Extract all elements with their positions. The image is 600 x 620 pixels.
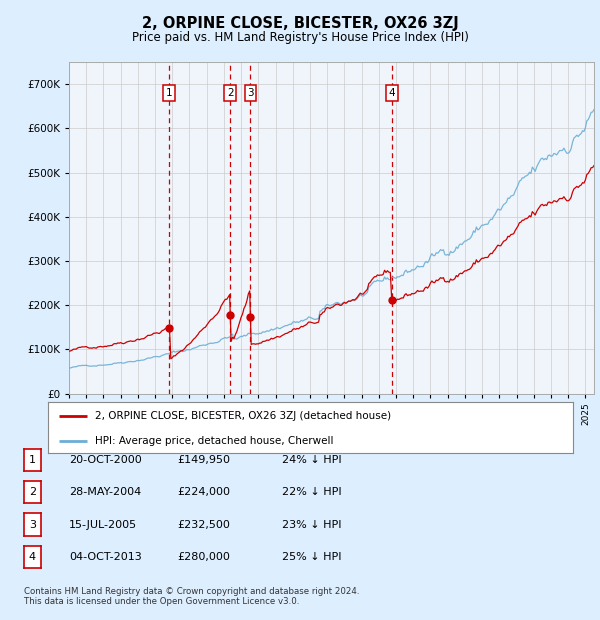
- Text: 3: 3: [29, 520, 36, 529]
- Text: £280,000: £280,000: [177, 552, 230, 562]
- Text: £224,000: £224,000: [177, 487, 230, 497]
- Text: 23% ↓ HPI: 23% ↓ HPI: [282, 520, 341, 529]
- Text: 2, ORPINE CLOSE, BICESTER, OX26 3ZJ: 2, ORPINE CLOSE, BICESTER, OX26 3ZJ: [142, 16, 458, 31]
- Text: 2, ORPINE CLOSE, BICESTER, OX26 3ZJ (detached house): 2, ORPINE CLOSE, BICESTER, OX26 3ZJ (det…: [95, 411, 391, 421]
- Text: £149,950: £149,950: [177, 455, 230, 465]
- Text: 2: 2: [29, 487, 36, 497]
- Text: 28-MAY-2004: 28-MAY-2004: [69, 487, 141, 497]
- Text: 24% ↓ HPI: 24% ↓ HPI: [282, 455, 341, 465]
- Text: 1: 1: [29, 455, 36, 465]
- Text: 04-OCT-2013: 04-OCT-2013: [69, 552, 142, 562]
- Text: £232,500: £232,500: [177, 520, 230, 529]
- Text: 25% ↓ HPI: 25% ↓ HPI: [282, 552, 341, 562]
- Text: 4: 4: [388, 88, 395, 98]
- Bar: [69, 62, 594, 394]
- Text: 2: 2: [227, 88, 233, 98]
- Text: Contains HM Land Registry data © Crown copyright and database right 2024.
This d: Contains HM Land Registry data © Crown c…: [24, 587, 359, 606]
- Text: 3: 3: [247, 88, 254, 98]
- Text: 22% ↓ HPI: 22% ↓ HPI: [282, 487, 341, 497]
- Text: 20-OCT-2000: 20-OCT-2000: [69, 455, 142, 465]
- Text: 1: 1: [166, 88, 172, 98]
- Text: 4: 4: [29, 552, 36, 562]
- Text: HPI: Average price, detached house, Cherwell: HPI: Average price, detached house, Cher…: [95, 436, 334, 446]
- Text: 15-JUL-2005: 15-JUL-2005: [69, 520, 137, 529]
- Text: Price paid vs. HM Land Registry's House Price Index (HPI): Price paid vs. HM Land Registry's House …: [131, 31, 469, 43]
